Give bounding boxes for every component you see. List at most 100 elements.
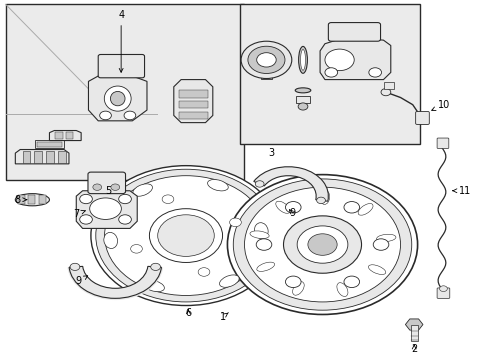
FancyBboxPatch shape: [98, 54, 144, 78]
Circle shape: [372, 239, 388, 250]
Ellipse shape: [256, 262, 274, 271]
Ellipse shape: [133, 184, 152, 196]
Bar: [383, 82, 393, 89]
Circle shape: [283, 216, 361, 273]
Bar: [35, 140, 64, 148]
Bar: [34, 151, 42, 163]
Circle shape: [130, 244, 142, 253]
Bar: [46, 151, 54, 163]
Text: 5: 5: [104, 186, 111, 196]
Ellipse shape: [319, 190, 329, 204]
Polygon shape: [173, 80, 212, 123]
FancyBboxPatch shape: [88, 172, 125, 194]
Bar: [178, 101, 207, 108]
Ellipse shape: [298, 46, 307, 73]
Text: 4: 4: [118, 10, 124, 72]
Ellipse shape: [89, 198, 121, 220]
Bar: [55, 132, 62, 139]
Bar: [178, 112, 207, 119]
Ellipse shape: [292, 282, 304, 295]
Bar: [260, 65, 272, 78]
Circle shape: [80, 215, 92, 224]
Ellipse shape: [376, 234, 395, 242]
Circle shape: [233, 179, 411, 310]
Bar: [410, 324, 417, 341]
Text: 3: 3: [268, 148, 274, 158]
Ellipse shape: [143, 280, 164, 292]
Ellipse shape: [367, 265, 385, 275]
Circle shape: [307, 234, 336, 255]
Polygon shape: [76, 191, 137, 228]
Circle shape: [158, 215, 214, 256]
Circle shape: [285, 276, 301, 288]
Circle shape: [96, 169, 276, 302]
Bar: [178, 90, 207, 98]
Ellipse shape: [103, 232, 117, 248]
Circle shape: [316, 197, 325, 204]
Bar: [22, 151, 30, 163]
Bar: [295, 96, 310, 103]
FancyBboxPatch shape: [436, 138, 448, 148]
Circle shape: [149, 209, 222, 262]
Circle shape: [162, 195, 173, 203]
Circle shape: [297, 226, 347, 263]
Text: 1: 1: [219, 312, 228, 322]
Circle shape: [119, 194, 131, 204]
Text: 7: 7: [73, 209, 85, 219]
Text: 9: 9: [76, 276, 87, 286]
Polygon shape: [49, 131, 81, 140]
Circle shape: [227, 175, 417, 315]
Ellipse shape: [254, 223, 267, 239]
Bar: [66, 132, 73, 139]
Bar: [39, 195, 46, 204]
Circle shape: [119, 215, 131, 224]
Circle shape: [80, 194, 92, 204]
Circle shape: [104, 176, 267, 296]
Circle shape: [325, 68, 337, 77]
Ellipse shape: [110, 91, 125, 106]
Ellipse shape: [207, 180, 228, 191]
Wedge shape: [69, 266, 161, 298]
Circle shape: [256, 53, 276, 67]
Circle shape: [100, 111, 111, 120]
Circle shape: [256, 239, 271, 250]
Polygon shape: [15, 149, 69, 164]
Circle shape: [343, 276, 359, 288]
Circle shape: [241, 41, 291, 78]
FancyBboxPatch shape: [415, 112, 428, 125]
Polygon shape: [405, 319, 422, 330]
Circle shape: [93, 184, 102, 190]
Circle shape: [325, 49, 353, 71]
Circle shape: [91, 166, 281, 306]
Polygon shape: [88, 76, 147, 121]
Polygon shape: [320, 39, 390, 80]
Circle shape: [70, 263, 80, 270]
Bar: [28, 195, 35, 204]
Circle shape: [380, 89, 390, 96]
Circle shape: [244, 187, 400, 302]
Text: 11: 11: [452, 186, 470, 196]
Circle shape: [150, 263, 160, 270]
Circle shape: [229, 218, 241, 227]
Ellipse shape: [336, 283, 347, 297]
Text: 10: 10: [431, 100, 449, 111]
Circle shape: [111, 184, 120, 190]
Wedge shape: [253, 167, 328, 201]
Circle shape: [298, 103, 307, 110]
FancyBboxPatch shape: [328, 23, 380, 41]
Bar: [58, 151, 65, 163]
Ellipse shape: [104, 86, 131, 111]
Text: 9: 9: [288, 208, 295, 218]
Circle shape: [255, 181, 264, 187]
Bar: [239, 4, 419, 144]
FancyBboxPatch shape: [436, 288, 449, 298]
Ellipse shape: [249, 231, 268, 239]
Circle shape: [247, 46, 285, 73]
Ellipse shape: [357, 203, 372, 215]
Bar: [18, 195, 24, 204]
Circle shape: [198, 268, 209, 276]
Circle shape: [285, 202, 301, 213]
Circle shape: [343, 202, 359, 213]
Text: 6: 6: [185, 308, 191, 318]
Circle shape: [368, 68, 381, 77]
